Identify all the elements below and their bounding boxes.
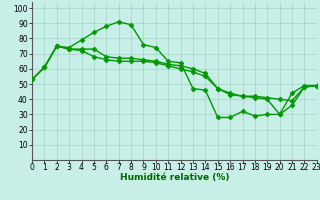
X-axis label: Humidité relative (%): Humidité relative (%) [120,173,229,182]
